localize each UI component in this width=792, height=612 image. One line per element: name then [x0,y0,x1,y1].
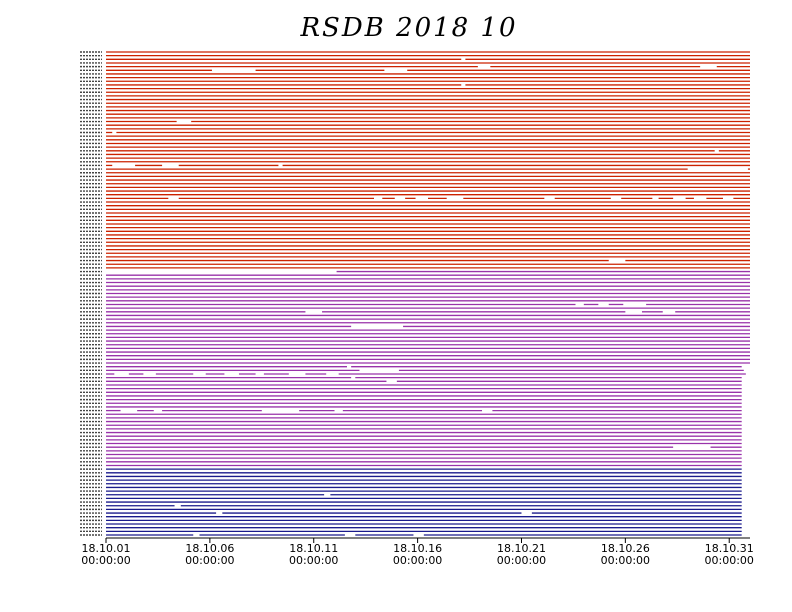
chart-title: RSDB 2018 10 [299,13,517,43]
x-tick-label: 18.10.11 00:00:00 [289,542,338,567]
x-tick-label: 18.10.01 00:00:00 [81,542,130,567]
x-tick-label: 18.10.31 00:00:00 [705,542,754,567]
x-tick-label: 18.10.26 00:00:00 [601,542,650,567]
x-tick-label: 18.10.06 00:00:00 [185,542,234,567]
x-tick-label: 18.10.21 00:00:00 [497,542,546,567]
x-tick-label: 18.10.16 00:00:00 [393,542,442,567]
